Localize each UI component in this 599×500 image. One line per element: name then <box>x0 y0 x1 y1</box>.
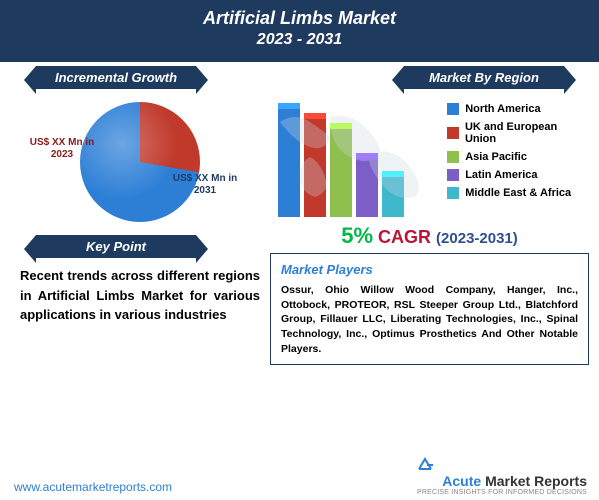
pie-chart-container: US$ XX Mn in 2023 US$ XX Mn in 2031 <box>20 97 260 227</box>
legend-item: Middle East & Africa <box>447 187 589 199</box>
pie-slice1-label: US$ XX Mn in 2023 <box>28 137 96 161</box>
region-chart: North America UK and European Union Asia P… <box>270 89 589 217</box>
legend-item: UK and European Union <box>447 121 589 145</box>
market-players-title: Market Players <box>281 262 578 277</box>
keypoint-banner: Key Point <box>36 235 196 258</box>
keypoint-text: Recent trends across different regions i… <box>20 266 260 325</box>
cagr-label: CAGR <box>378 227 431 247</box>
logo-tagline: PRECISE INSIGHTS FOR INFORMED DECISIONS <box>417 489 587 496</box>
cagr-period: (2023-2031) <box>436 230 518 247</box>
market-players-box: Market Players Ossur, Ohio Willow Wood C… <box>270 253 589 365</box>
growth-banner: Incremental Growth <box>36 66 196 89</box>
cagr-row: 5% CAGR (2023-2031) <box>270 223 589 249</box>
world-map-bg <box>270 97 430 217</box>
right-column: Market By Region North America UK and Eur… <box>270 66 589 365</box>
legend-item: Asia Pacific <box>447 151 589 163</box>
page-subtitle: 2023 - 2031 <box>0 31 599 49</box>
left-column: Incremental Growth US$ XX Mn in 2023 US$… <box>20 66 260 365</box>
logo-icon <box>417 455 537 473</box>
footer-url: www.acutemarketreports.com <box>14 480 172 494</box>
page-header: Artificial Limbs Market 2023 - 2031 <box>0 0 599 62</box>
cagr-percent: 5% <box>341 223 373 248</box>
legend-item: North America <box>447 103 589 115</box>
legend-item: Latin America <box>447 169 589 181</box>
region-legend: North America UK and European Union Asia P… <box>447 97 589 217</box>
logo: Acute Market Reports PRECISE INSIGHTS FO… <box>417 455 587 496</box>
main-content: Incremental Growth US$ XX Mn in 2023 US$… <box>0 62 599 369</box>
page-title: Artificial Limbs Market <box>0 8 599 29</box>
bar-chart <box>270 97 427 217</box>
market-players-text: Ossur, Ohio Willow Wood Company, Hanger,… <box>281 283 578 356</box>
pie-chart <box>80 102 200 222</box>
logo-text: Acute Market Reports <box>417 473 587 489</box>
pie-slice2-label: US$ XX Mn in 2031 <box>165 173 245 197</box>
region-banner: Market By Region <box>404 66 564 89</box>
